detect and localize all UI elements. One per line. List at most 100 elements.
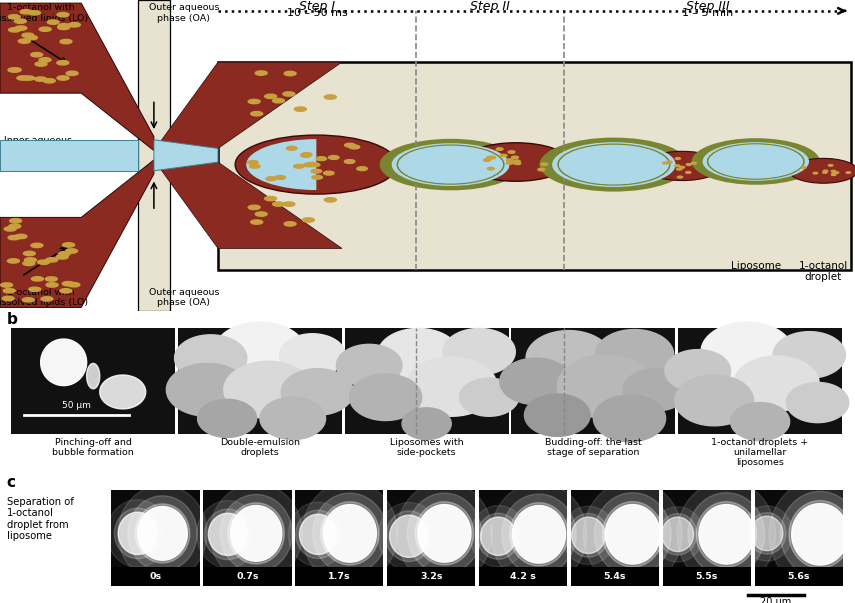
Text: Separation of
1-octanol
droplet from
liposome: Separation of 1-octanol droplet from lip… — [7, 497, 74, 541]
Circle shape — [676, 168, 681, 170]
Text: 3.2s: 3.2s — [420, 572, 442, 581]
Circle shape — [323, 171, 334, 175]
Text: 1-octanol with
dissolved lipids (LO): 1-octanol with dissolved lipids (LO) — [0, 3, 89, 22]
Circle shape — [823, 170, 828, 172]
Circle shape — [559, 145, 669, 185]
Circle shape — [506, 159, 513, 162]
Circle shape — [41, 297, 53, 301]
Text: Budding-off: the last
stage of separation: Budding-off: the last stage of separatio… — [545, 438, 642, 457]
Circle shape — [57, 13, 69, 17]
Bar — [663, 490, 752, 586]
Circle shape — [26, 36, 38, 40]
Circle shape — [846, 172, 851, 174]
Bar — [571, 567, 659, 586]
Circle shape — [692, 162, 697, 164]
Circle shape — [328, 156, 339, 159]
Circle shape — [789, 159, 855, 183]
Circle shape — [58, 251, 70, 256]
Text: Inner aqueous
phase (IA): Inner aqueous phase (IA) — [4, 136, 73, 156]
Polygon shape — [288, 502, 348, 567]
Circle shape — [28, 11, 40, 15]
Polygon shape — [209, 513, 247, 555]
Circle shape — [265, 197, 277, 201]
Bar — [479, 490, 568, 586]
Polygon shape — [214, 322, 306, 381]
Text: Step II: Step II — [470, 0, 510, 13]
Circle shape — [46, 257, 58, 262]
Circle shape — [511, 156, 518, 159]
Text: 1-octanol with
dissolved lipids (LO): 1-octanol with dissolved lipids (LO) — [0, 288, 89, 308]
Circle shape — [552, 142, 675, 187]
Text: 5.6s: 5.6s — [787, 572, 810, 581]
Polygon shape — [198, 399, 256, 437]
Polygon shape — [397, 482, 492, 585]
Circle shape — [541, 163, 548, 165]
Circle shape — [266, 177, 276, 181]
Circle shape — [9, 219, 21, 223]
Circle shape — [324, 198, 336, 202]
Polygon shape — [221, 494, 292, 572]
Circle shape — [39, 58, 51, 62]
Text: Liposomes with
side-pockets: Liposomes with side-pockets — [390, 438, 463, 457]
Circle shape — [283, 202, 295, 206]
Circle shape — [312, 175, 322, 179]
Bar — [111, 490, 199, 586]
Polygon shape — [593, 395, 665, 441]
Circle shape — [380, 139, 522, 191]
Circle shape — [248, 99, 260, 104]
Circle shape — [44, 78, 56, 83]
Polygon shape — [652, 507, 703, 562]
Text: 5.4s: 5.4s — [604, 572, 626, 581]
Text: 1-octanol
droplet: 1-octanol droplet — [799, 261, 848, 282]
Polygon shape — [100, 375, 145, 409]
Polygon shape — [459, 378, 519, 416]
Polygon shape — [107, 500, 168, 567]
Polygon shape — [228, 503, 285, 564]
Circle shape — [349, 145, 360, 149]
Polygon shape — [481, 517, 516, 555]
Circle shape — [677, 176, 682, 178]
Polygon shape — [154, 160, 342, 248]
Circle shape — [831, 174, 836, 175]
Text: b: b — [7, 312, 18, 327]
Text: 1 – 5 min: 1 – 5 min — [682, 8, 733, 17]
Circle shape — [15, 19, 27, 24]
Circle shape — [8, 235, 20, 240]
Polygon shape — [572, 517, 605, 554]
Bar — [203, 567, 292, 586]
Circle shape — [709, 144, 803, 178]
Circle shape — [1, 283, 13, 287]
Polygon shape — [167, 364, 249, 416]
Polygon shape — [677, 481, 775, 588]
Circle shape — [823, 172, 827, 173]
Circle shape — [345, 160, 355, 163]
Polygon shape — [701, 322, 793, 381]
Circle shape — [62, 282, 74, 286]
Circle shape — [675, 165, 680, 166]
Polygon shape — [510, 503, 569, 566]
Polygon shape — [224, 361, 312, 418]
Circle shape — [275, 175, 286, 179]
Circle shape — [345, 144, 355, 147]
Circle shape — [25, 257, 37, 262]
Bar — [203, 490, 292, 586]
Circle shape — [310, 163, 320, 166]
Bar — [754, 490, 843, 586]
Polygon shape — [734, 356, 819, 411]
Circle shape — [251, 112, 262, 116]
Circle shape — [703, 142, 809, 181]
Polygon shape — [405, 357, 498, 416]
Circle shape — [39, 27, 51, 31]
Bar — [678, 329, 842, 434]
Circle shape — [45, 277, 57, 281]
Circle shape — [324, 95, 336, 99]
Text: Pinching-off and
bubble formation: Pinching-off and bubble formation — [52, 438, 134, 457]
Polygon shape — [562, 506, 616, 564]
Circle shape — [29, 287, 41, 291]
Circle shape — [398, 146, 503, 183]
Text: Outer aqueous
phase (OA): Outer aqueous phase (OA) — [149, 288, 219, 308]
Polygon shape — [378, 502, 440, 570]
Circle shape — [66, 71, 78, 75]
Circle shape — [832, 172, 836, 174]
Text: Outer aqueous
phase (OA): Outer aqueous phase (OA) — [149, 3, 219, 22]
